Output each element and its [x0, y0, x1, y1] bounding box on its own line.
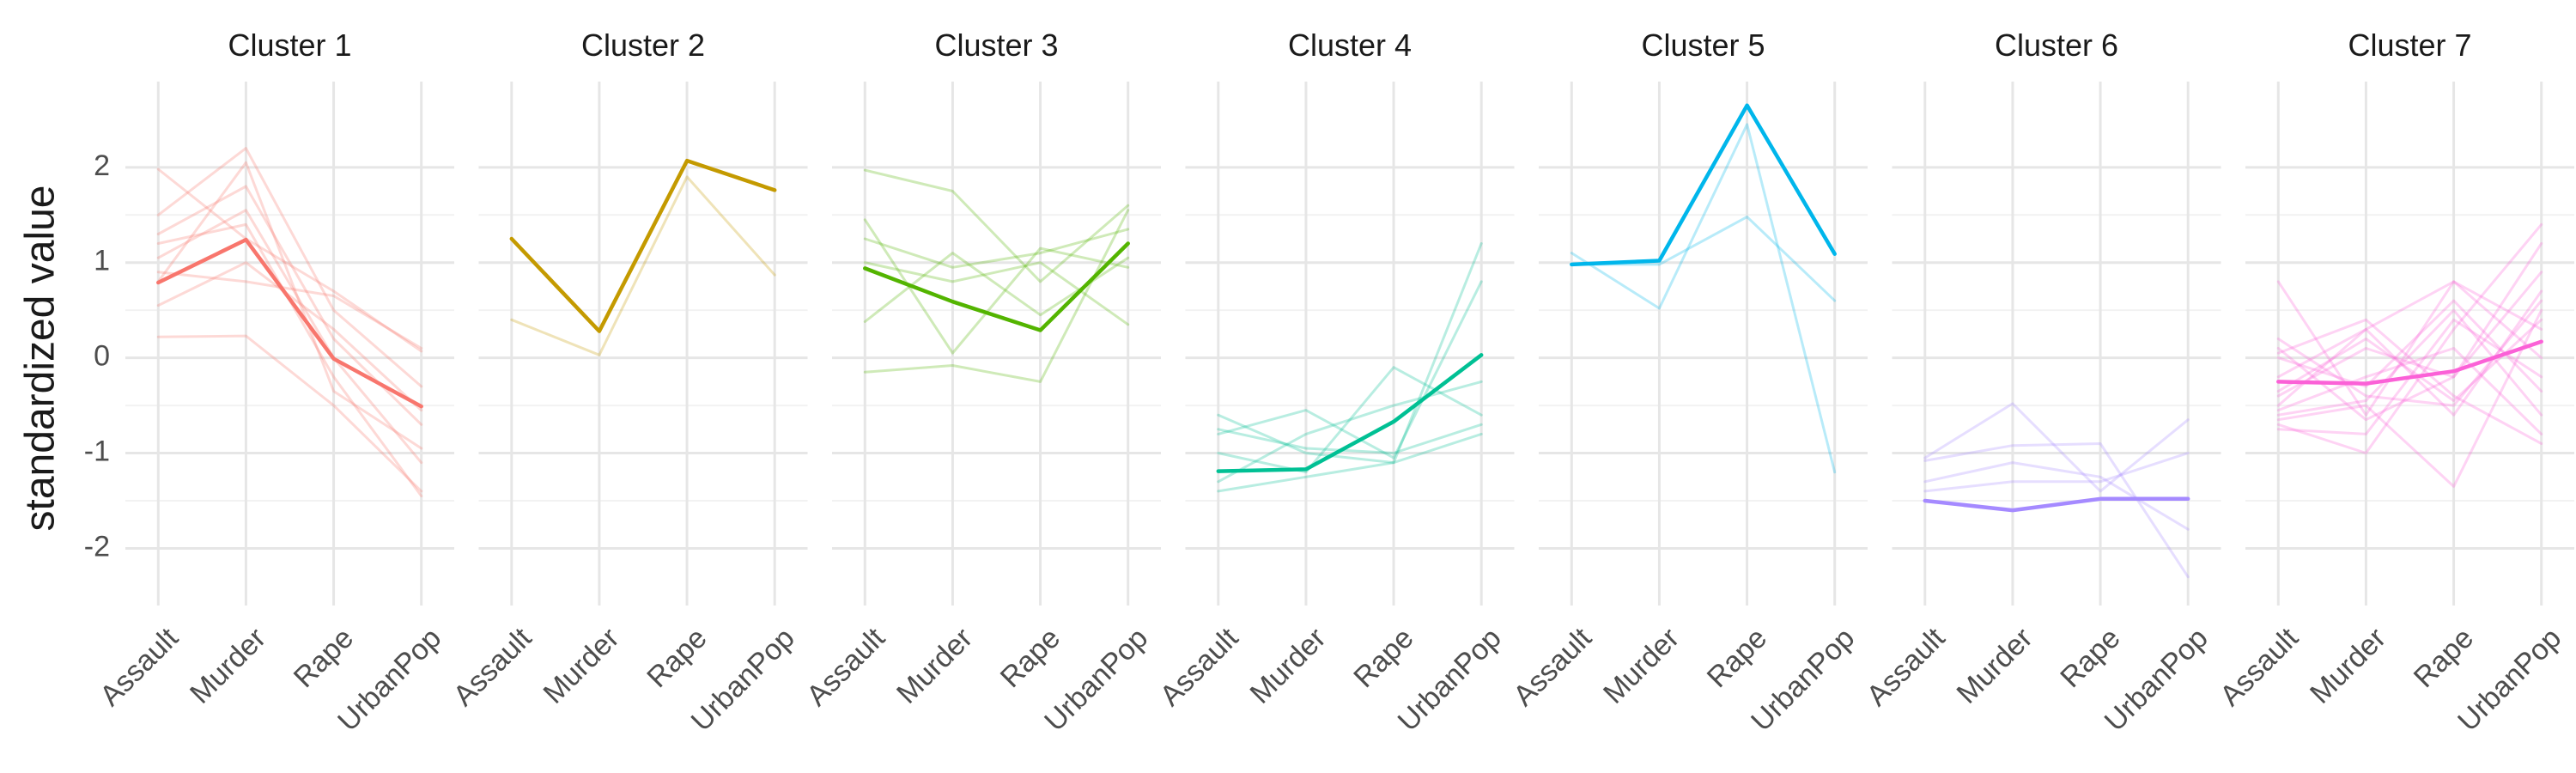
- panel-title: Cluster 5: [1641, 27, 1765, 63]
- x-tick-label: Murder: [184, 622, 272, 710]
- x-tick-label: Rape: [1347, 622, 1419, 694]
- member-line: [863, 168, 1130, 283]
- x-tick-label: Assault: [447, 621, 538, 712]
- centroid-line: [1923, 496, 2190, 513]
- panel-title: Cluster 6: [1995, 27, 2118, 63]
- member-line: [1217, 366, 1483, 474]
- panel-title: Cluster 2: [581, 27, 705, 63]
- x-tick-label: Rape: [994, 622, 1066, 694]
- y-tick-label: -1: [84, 435, 110, 468]
- member-line: [156, 185, 423, 426]
- panel-title: Cluster 3: [934, 27, 1058, 63]
- centroid-line: [1216, 353, 1484, 473]
- member-line: [2276, 299, 2543, 407]
- member-line: [2276, 308, 2543, 417]
- x-tick-label: Murder: [538, 622, 626, 710]
- member-line: [863, 228, 1130, 269]
- y-axis-ticks: -2 -1 0 1 2: [84, 149, 110, 563]
- member-line: [510, 175, 776, 356]
- x-tick-label: Murder: [2304, 622, 2392, 710]
- x-tick-label: Assault: [1154, 621, 1245, 712]
- member-line: [2276, 289, 2543, 417]
- y-tick-label: 0: [94, 340, 110, 373]
- centroid-line: [1570, 103, 1837, 267]
- centroid-line: [863, 241, 1130, 332]
- member-line: [2276, 308, 2543, 488]
- x-tick-label: Murder: [1597, 622, 1686, 710]
- x-tick-label: Rape: [641, 622, 713, 694]
- x-tick-label: Assault: [94, 621, 185, 712]
- member-line: [1217, 280, 1483, 460]
- member-line: [156, 271, 423, 350]
- centroid-line: [156, 237, 423, 409]
- member-line: [1217, 423, 1483, 454]
- member-line: [1217, 380, 1483, 484]
- centroid-line: [2276, 339, 2543, 386]
- x-tick-label: Assault: [800, 621, 891, 712]
- member-line: [2276, 222, 2543, 454]
- member-line: [2276, 318, 2543, 402]
- member-line: [2276, 280, 2543, 379]
- member-line: [156, 161, 423, 450]
- member-line: [156, 334, 423, 493]
- centroid-line: [509, 158, 777, 333]
- x-tick-label: Assault: [2214, 621, 2305, 712]
- member-line: [2276, 318, 2543, 445]
- y-tick-label: -2: [84, 530, 110, 563]
- y-axis-title: standardized value: [18, 186, 64, 532]
- member-line: [863, 261, 1130, 326]
- member-line: [1570, 216, 1837, 302]
- member-line: [1923, 442, 2190, 579]
- member-line: [1217, 432, 1483, 493]
- x-tick-label: Murder: [890, 622, 979, 710]
- member-line: [863, 209, 1130, 383]
- y-tick-label: 1: [94, 245, 110, 277]
- member-line: [1923, 461, 2190, 531]
- x-tick-label: Rape: [288, 622, 360, 694]
- member-line: [2276, 299, 2543, 393]
- member-line: [1923, 402, 2190, 493]
- x-tick-label: Murder: [1244, 622, 1333, 710]
- x-tick-label: Rape: [1701, 622, 1773, 694]
- member-line: [1923, 452, 2190, 493]
- member-line: [156, 147, 423, 388]
- member-line: [2276, 280, 2543, 417]
- panel-title: Cluster 1: [228, 27, 351, 63]
- member-line: [2276, 347, 2543, 435]
- member-line: [156, 261, 423, 412]
- x-tick-label: Assault: [1507, 621, 1598, 712]
- panel-title: Cluster 7: [2348, 27, 2471, 63]
- member-line: [156, 209, 423, 465]
- member-line: [1570, 123, 1837, 474]
- x-tick-label: Rape: [2408, 622, 2480, 694]
- x-tick-label: Assault: [1861, 621, 1952, 712]
- member-line: [2276, 242, 2543, 398]
- x-tick-label: Rape: [2054, 622, 2126, 694]
- x-tick-label: Murder: [1951, 622, 2039, 710]
- panel-title: Cluster 4: [1288, 27, 1412, 63]
- member-line: [1217, 242, 1483, 465]
- member-line: [156, 167, 423, 353]
- y-tick-label: 2: [94, 149, 110, 182]
